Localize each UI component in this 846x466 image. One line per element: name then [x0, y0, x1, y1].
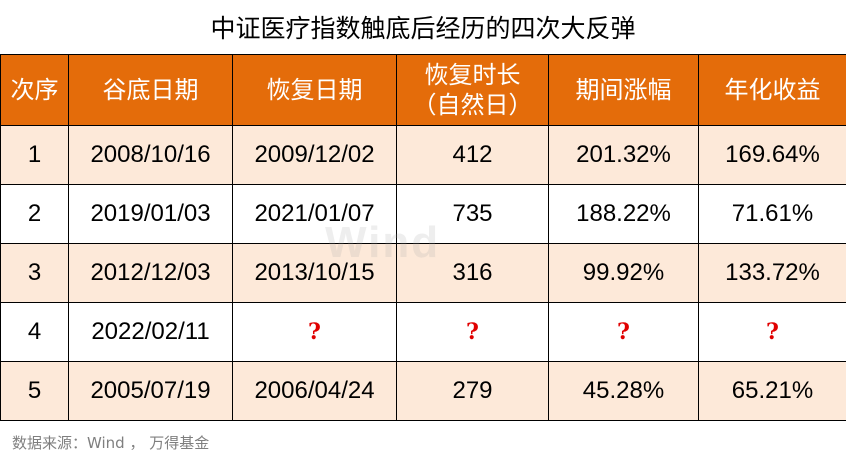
page-title: 中证医疗指数触底后经历的四次大反弹 — [210, 14, 636, 43]
cell-order: 4 — [0, 302, 69, 362]
cell-period-gain: 99.92% — [548, 243, 699, 303]
cell-annualized-return: 65.21% — [698, 361, 846, 421]
header-row: 次序 谷底日期 恢复日期 恢复时长 （自然日） 期间涨幅 年化收益 — [0, 54, 846, 126]
cell-recovery-date: 2013/10/15 — [232, 243, 397, 303]
table-row: 3 2012/12/03 2013/10/15 316 99.92% 133.7… — [0, 243, 846, 303]
header-cell-recovery-date: 恢复日期 — [232, 54, 397, 126]
cell-recovery-duration: 316 — [396, 243, 549, 303]
cell-trough-date: 2005/07/19 — [68, 361, 233, 421]
data-table: 次序 谷底日期 恢复日期 恢复时长 （自然日） 期间涨幅 年化收益 1 2008… — [0, 54, 846, 421]
cell-annualized-return: 169.64% — [698, 125, 846, 185]
cell-recovery-date: 2021/01/07 — [232, 184, 397, 244]
cell-period-gain: 188.22% — [548, 184, 699, 244]
cell-annualized-return: 71.61% — [698, 184, 846, 244]
table-row: 5 2005/07/19 2006/04/24 279 45.28% 65.21… — [0, 361, 846, 421]
header-cell-recovery-duration: 恢复时长 （自然日） — [396, 54, 549, 126]
cell-period-gain: ? — [548, 302, 699, 362]
data-source-note: 数据来源：Wind ， 万得基金 — [12, 434, 210, 452]
cell-period-gain: 201.32% — [548, 125, 699, 185]
cell-order: 3 — [0, 243, 69, 303]
cell-recovery-duration: ? — [396, 302, 549, 362]
cell-recovery-duration: 279 — [396, 361, 549, 421]
header-cell-annualized-return: 年化收益 — [698, 54, 846, 126]
cell-trough-date: 2012/12/03 — [68, 243, 233, 303]
header-cell-trough-date: 谷底日期 — [68, 54, 233, 126]
cell-trough-date: 2019/01/03 — [68, 184, 233, 244]
cell-period-gain: 45.28% — [548, 361, 699, 421]
cell-order: 1 — [0, 125, 69, 185]
cell-recovery-date: ? — [232, 302, 397, 362]
header-cell-order: 次序 — [0, 54, 69, 126]
header-cell-period-gain: 期间涨幅 — [548, 54, 699, 126]
cell-annualized-return: 133.72% — [698, 243, 846, 303]
cell-annualized-return: ? — [698, 302, 846, 362]
cell-trough-date: 2008/10/16 — [68, 125, 233, 185]
cell-recovery-date: 2009/12/02 — [232, 125, 397, 185]
cell-recovery-duration: 412 — [396, 125, 549, 185]
cell-recovery-date: 2006/04/24 — [232, 361, 397, 421]
cell-trough-date: 2022/02/11 — [68, 302, 233, 362]
cell-order: 5 — [0, 361, 69, 421]
cell-recovery-duration: 735 — [396, 184, 549, 244]
table-row: 1 2008/10/16 2009/12/02 412 201.32% 169.… — [0, 125, 846, 185]
table-row: 2 2019/01/03 2021/01/07 735 188.22% 71.6… — [0, 184, 846, 244]
cell-order: 2 — [0, 184, 69, 244]
table-row: 4 2022/02/11 ? ? ? ? — [0, 302, 846, 362]
